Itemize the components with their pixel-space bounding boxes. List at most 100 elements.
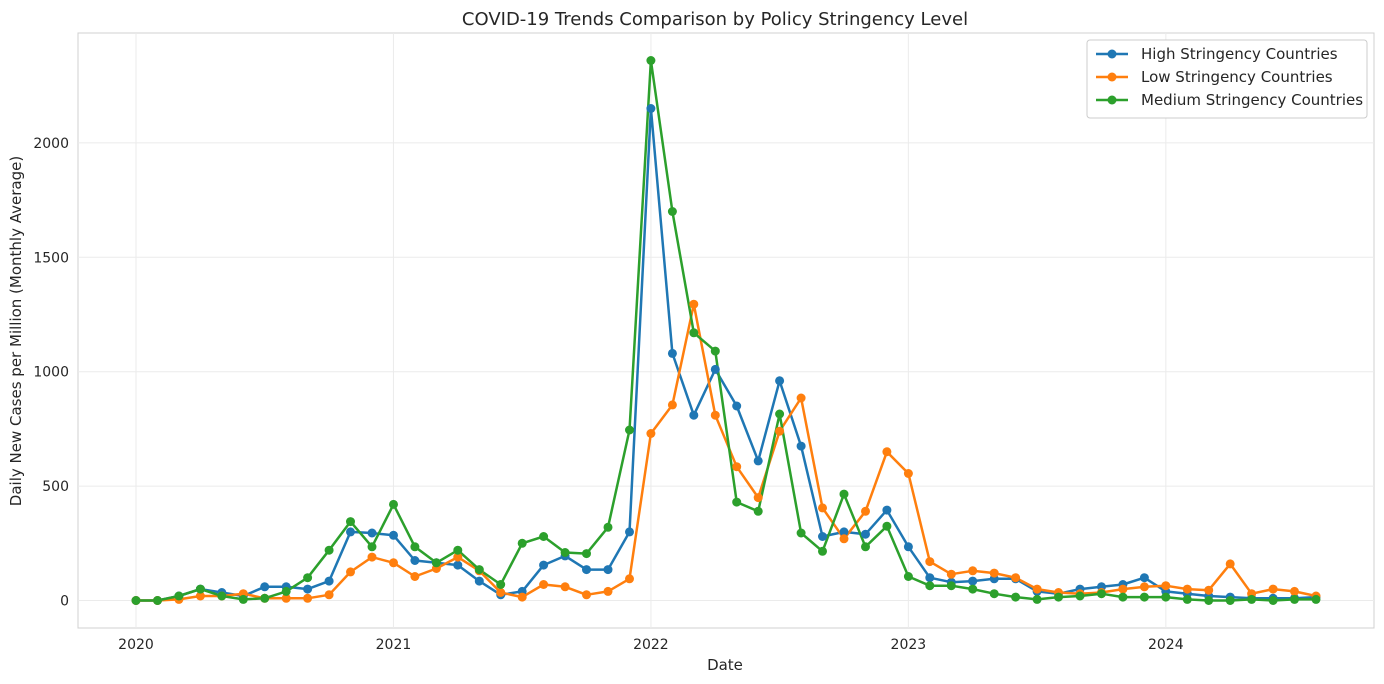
data-point bbox=[646, 429, 656, 438]
data-point bbox=[410, 556, 420, 565]
data-point bbox=[303, 573, 313, 583]
x-tick-label: 2021 bbox=[376, 637, 412, 653]
y-tick-label: 0 bbox=[60, 594, 69, 610]
data-point bbox=[925, 573, 935, 583]
data-point bbox=[689, 410, 699, 420]
data-point bbox=[1182, 594, 1192, 604]
data-point bbox=[324, 545, 334, 555]
data-point bbox=[1054, 592, 1063, 602]
data-point bbox=[1139, 592, 1149, 602]
data-point bbox=[625, 425, 634, 435]
data-point bbox=[303, 584, 313, 594]
data-point bbox=[1011, 573, 1021, 583]
data-point bbox=[410, 572, 420, 581]
data-point bbox=[389, 530, 398, 540]
data-point bbox=[346, 527, 355, 537]
legend-label: Low Stringency Countries bbox=[1141, 68, 1333, 86]
data-point bbox=[367, 552, 377, 562]
data-point bbox=[603, 565, 613, 575]
data-point bbox=[410, 542, 420, 552]
data-point bbox=[775, 376, 785, 386]
legend-marker bbox=[1107, 72, 1117, 82]
data-point bbox=[861, 506, 870, 516]
data-point bbox=[303, 593, 313, 603]
data-point bbox=[861, 542, 870, 552]
data-point bbox=[603, 586, 613, 596]
data-point bbox=[238, 594, 248, 604]
data-point bbox=[174, 591, 184, 601]
data-point bbox=[839, 534, 849, 544]
data-point bbox=[667, 348, 677, 358]
data-point bbox=[968, 576, 978, 586]
data-point bbox=[903, 469, 913, 478]
data-point bbox=[453, 560, 463, 570]
data-point bbox=[818, 532, 827, 541]
data-point bbox=[496, 588, 506, 597]
data-point bbox=[1032, 584, 1042, 594]
data-point bbox=[539, 580, 549, 589]
data-point bbox=[796, 528, 806, 538]
data-point bbox=[474, 565, 484, 575]
data-point bbox=[517, 592, 527, 602]
data-point bbox=[431, 558, 441, 568]
data-point bbox=[732, 462, 742, 472]
data-point bbox=[646, 56, 656, 65]
data-point bbox=[753, 493, 763, 503]
data-point bbox=[903, 542, 913, 552]
data-point bbox=[582, 549, 591, 559]
legend-box bbox=[1086, 39, 1368, 119]
data-point bbox=[689, 328, 699, 338]
y-tick-label: 1500 bbox=[33, 250, 69, 266]
series-markers-1 bbox=[131, 299, 1321, 605]
data-point bbox=[1182, 584, 1192, 594]
data-point bbox=[195, 591, 205, 601]
data-point bbox=[539, 532, 549, 541]
data-point bbox=[903, 572, 913, 581]
data-point bbox=[389, 558, 398, 568]
y-axis-label: Daily New Cases per Million (Monthly Ave… bbox=[7, 156, 25, 506]
data-point bbox=[818, 503, 827, 513]
data-point bbox=[839, 489, 849, 499]
data-point bbox=[346, 517, 355, 527]
data-point bbox=[753, 506, 763, 516]
x-tick-label: 2020 bbox=[118, 637, 154, 653]
legend-marker bbox=[1107, 95, 1117, 105]
data-point bbox=[324, 590, 334, 600]
data-point bbox=[260, 582, 270, 592]
data-point bbox=[1268, 584, 1278, 594]
data-point bbox=[1011, 592, 1021, 602]
data-point bbox=[281, 586, 291, 596]
data-point bbox=[1118, 584, 1128, 594]
data-point bbox=[582, 565, 591, 575]
data-point bbox=[1290, 594, 1299, 604]
data-point bbox=[946, 581, 956, 591]
data-point bbox=[710, 346, 720, 356]
data-point bbox=[367, 528, 377, 538]
data-point bbox=[882, 521, 892, 531]
data-point bbox=[346, 567, 355, 577]
data-point bbox=[775, 426, 785, 436]
data-point bbox=[1247, 594, 1257, 604]
x-tick-label: 2024 bbox=[1148, 637, 1184, 653]
data-point bbox=[1118, 592, 1128, 602]
chart-title: COVID-19 Trends Comparison by Policy Str… bbox=[462, 9, 968, 30]
data-point bbox=[753, 456, 763, 466]
data-point bbox=[625, 527, 634, 537]
data-point bbox=[1161, 581, 1171, 591]
data-point bbox=[603, 522, 613, 532]
data-point bbox=[560, 548, 570, 557]
plot-area bbox=[77, 32, 1375, 629]
y-tick-label: 500 bbox=[42, 479, 69, 495]
data-point bbox=[818, 546, 827, 556]
data-point bbox=[989, 589, 999, 599]
x-tick-label: 2023 bbox=[891, 637, 927, 653]
data-point bbox=[1311, 594, 1321, 604]
data-point bbox=[1204, 585, 1214, 595]
data-point bbox=[1225, 596, 1235, 605]
data-point bbox=[195, 584, 205, 594]
data-point bbox=[989, 568, 999, 578]
data-point bbox=[925, 581, 935, 591]
y-tick-label: 1000 bbox=[33, 365, 69, 381]
data-point bbox=[217, 591, 227, 601]
series-markers bbox=[131, 56, 1321, 605]
